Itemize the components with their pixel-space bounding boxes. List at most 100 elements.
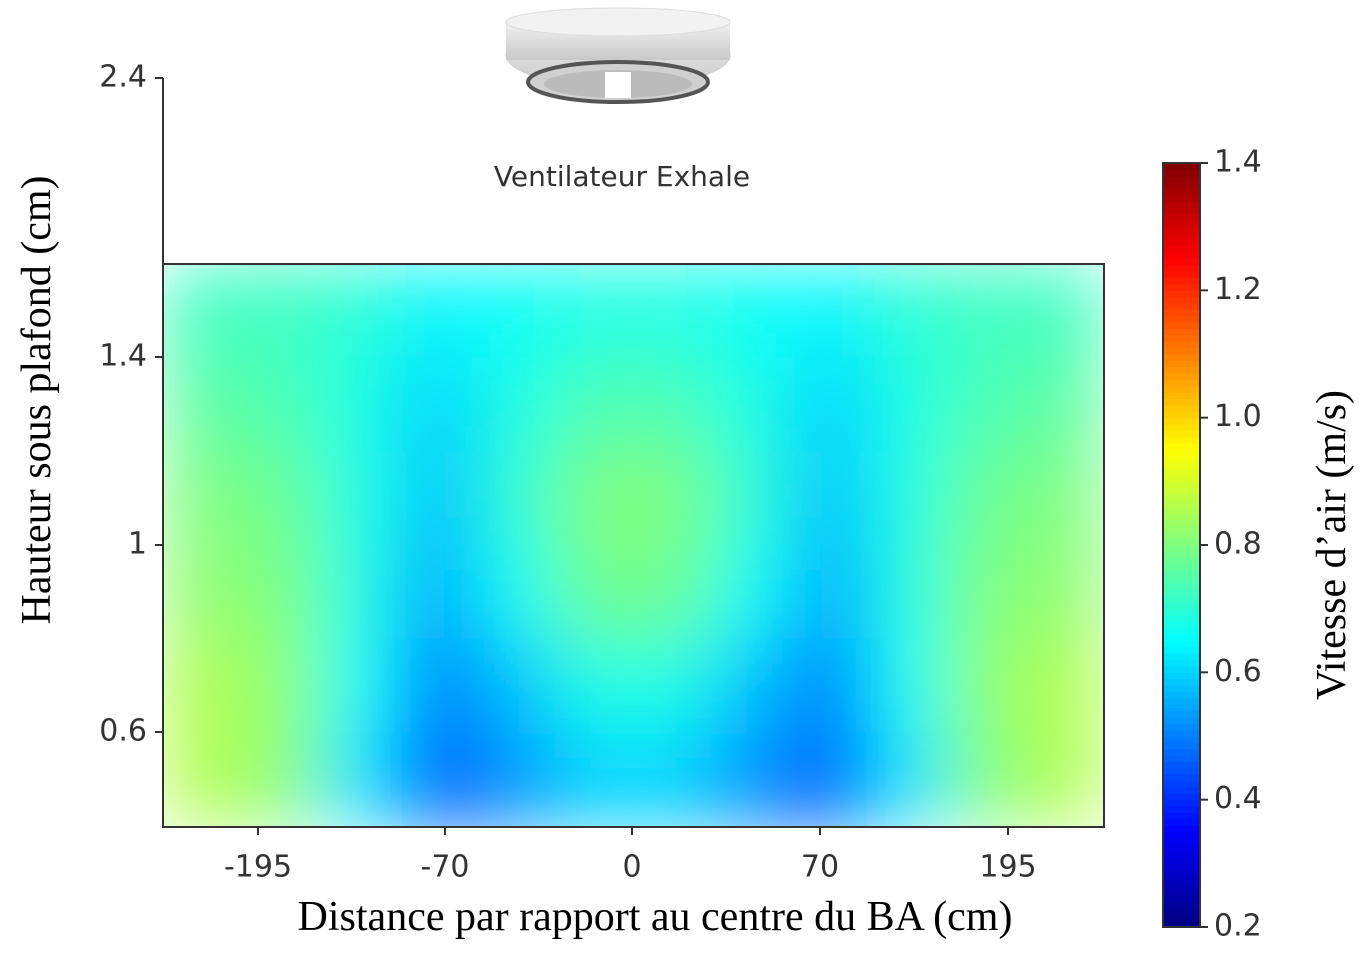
- colorbar-swatch: [1163, 907, 1200, 915]
- heatmap-cell: [789, 638, 870, 734]
- colorbar-swatch: [1163, 563, 1200, 571]
- heatmap-cell: [554, 545, 634, 640]
- heatmap-cell: [319, 451, 399, 546]
- colorbar-swatch: [1163, 780, 1200, 788]
- colorbar-swatch: [1163, 455, 1200, 463]
- heatmap-cell: [946, 545, 1027, 640]
- heatmap-cell: [633, 638, 713, 734]
- colorbar-swatch: [1163, 238, 1200, 247]
- colorbar-swatch: [1163, 710, 1200, 718]
- colorbar-swatch: [1163, 277, 1200, 285]
- colorbar-swatch: [1163, 888, 1200, 896]
- heatmap-cell: [476, 638, 556, 734]
- heatmap-cell: [946, 357, 1027, 453]
- colorbar-swatch: [1163, 398, 1200, 406]
- heatmap-cell: [319, 357, 399, 453]
- heatmap-cell: [1025, 545, 1104, 640]
- colorbar-swatch: [1163, 550, 1200, 559]
- colorbar-swatch: [1163, 901, 1200, 909]
- colorbar-swatch: [1163, 716, 1200, 724]
- heatmap-cell: [163, 451, 242, 546]
- colorbar-swatch: [1163, 404, 1200, 412]
- y-axis-label: Hauteur sous plafond (cm): [14, 175, 60, 624]
- colorbar-tick-label: 0.8: [1214, 527, 1262, 562]
- colorbar-swatch: [1163, 741, 1200, 750]
- colorbar-tick-label: 0.6: [1214, 654, 1262, 689]
- heatmap-cell: [163, 357, 242, 453]
- colorbar-swatch: [1163, 792, 1200, 801]
- colorbar-swatch: [1163, 640, 1200, 648]
- heatmap-cell: [476, 451, 556, 546]
- heatmap-cell: [319, 264, 399, 359]
- colorbar-swatch: [1163, 850, 1200, 858]
- heatmap-cell: [868, 638, 948, 734]
- colorbar-swatch: [1163, 633, 1200, 641]
- heatmap-cell: [711, 264, 791, 359]
- colorbar-swatch: [1163, 289, 1200, 298]
- heatmap-cell: [711, 732, 791, 827]
- colorbar-swatch: [1163, 519, 1200, 527]
- colorbar-swatch: [1163, 589, 1200, 597]
- heatmap-cell: [1025, 357, 1104, 453]
- colorbar-swatch: [1163, 894, 1200, 903]
- colorbar-swatch: [1163, 226, 1200, 234]
- colorbar-tick-label: 0.2: [1214, 909, 1262, 944]
- colorbar-swatch: [1163, 461, 1200, 470]
- x-tick-label: 70: [801, 850, 839, 885]
- heatmap-cell: [240, 451, 321, 546]
- colorbar-swatch: [1163, 767, 1200, 775]
- heatmap-cell: [789, 732, 870, 827]
- heatmap-cell: [868, 357, 948, 453]
- colorbar-swatch: [1163, 213, 1200, 221]
- heatmap-cell: [1025, 732, 1104, 827]
- colorbar-swatch: [1163, 410, 1200, 419]
- colorbar-swatch: [1163, 353, 1200, 361]
- colorbar-swatch: [1163, 608, 1200, 616]
- fan-icon: [505, 7, 731, 104]
- heatmap-cell: [319, 638, 399, 734]
- colorbar-swatch: [1163, 837, 1200, 845]
- colorbar-swatch: [1163, 480, 1200, 489]
- heatmap-cell: [554, 357, 634, 453]
- heatmap-cell: [554, 264, 634, 359]
- heatmap-cell: [554, 732, 634, 827]
- heatmap-cell: [397, 451, 478, 546]
- colorbar-tick-label: 1.0: [1214, 399, 1262, 434]
- x-tick-label: -195: [224, 850, 292, 885]
- heatmap-cell: [476, 545, 556, 640]
- heatmap-cell: [789, 451, 870, 546]
- colorbar-swatch: [1163, 359, 1200, 368]
- heatmap-cell: [397, 357, 478, 453]
- colorbar-swatch: [1163, 690, 1200, 699]
- heatmap-cell: [163, 638, 242, 734]
- colorbar-swatch: [1163, 684, 1200, 692]
- colorbar-swatch: [1163, 595, 1200, 603]
- colorbar-swatch: [1163, 773, 1200, 782]
- colorbar-swatch: [1163, 340, 1200, 349]
- x-tick-label: 195: [979, 850, 1036, 885]
- heatmap-cell: [946, 732, 1027, 827]
- colorbar-swatch: [1163, 557, 1200, 565]
- colorbar-swatch: [1163, 321, 1200, 330]
- heatmap-cell: [868, 451, 948, 546]
- colorbar-swatch: [1163, 251, 1200, 259]
- colorbar-swatch: [1163, 270, 1200, 279]
- heatmap-cell: [711, 357, 791, 453]
- heatmap-cell: [240, 264, 321, 359]
- colorbar-swatch: [1163, 347, 1200, 355]
- colorbar-swatch: [1163, 722, 1200, 731]
- heatmap-cell: [397, 545, 478, 640]
- colorbar-swatch: [1163, 614, 1200, 622]
- colorbar-swatch: [1163, 754, 1200, 762]
- colorbar-swatch: [1163, 799, 1200, 807]
- x-axis-label: Distance par rapport au centre du BA (cm…: [298, 894, 1013, 940]
- heatmap-cell: [240, 357, 321, 453]
- heatmap-cell: [240, 638, 321, 734]
- colorbar-swatch: [1163, 499, 1200, 508]
- colorbar-swatch: [1163, 875, 1200, 883]
- colorbar-swatch: [1163, 175, 1200, 183]
- heatmap-cell: [868, 264, 948, 359]
- colorbar-swatch: [1163, 811, 1200, 820]
- heatmap-cell: [946, 451, 1027, 546]
